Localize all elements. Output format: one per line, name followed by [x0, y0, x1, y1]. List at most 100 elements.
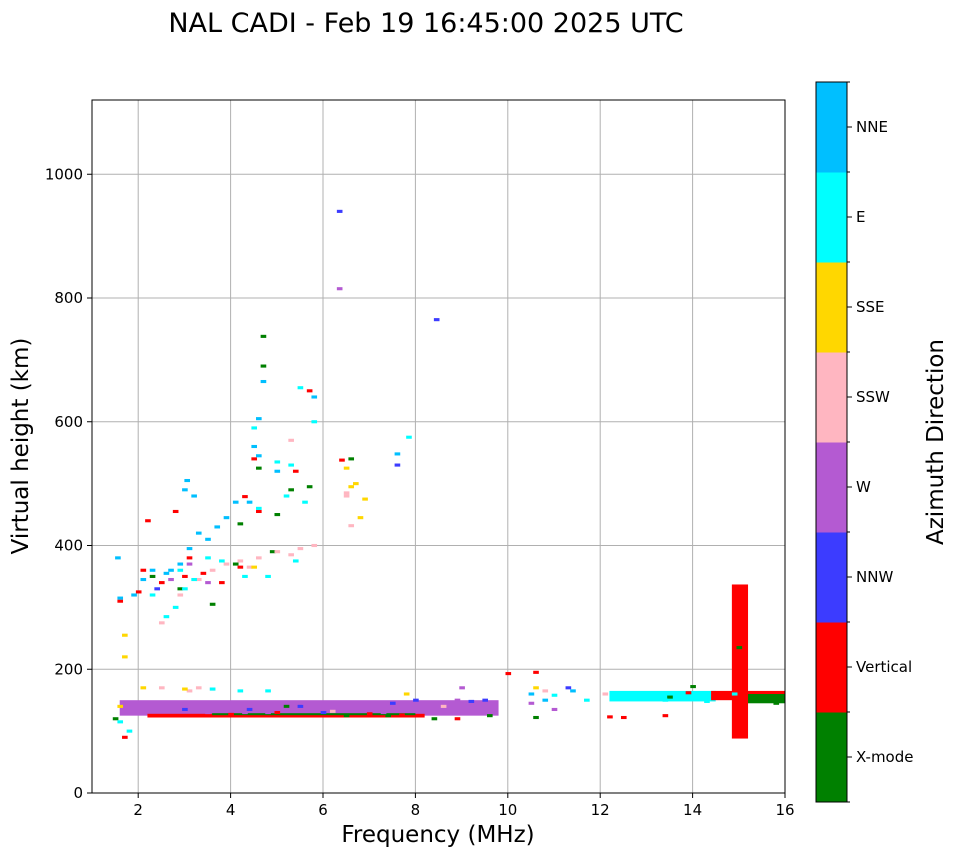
echo-point — [145, 519, 151, 523]
echo-point — [731, 692, 738, 696]
echo-point — [459, 686, 465, 690]
echo-point — [223, 562, 230, 566]
x-tick-label: 4 — [226, 801, 236, 819]
echo-point — [186, 556, 193, 560]
echo-point — [205, 537, 211, 541]
colorbar-tick-label: NNW — [856, 568, 893, 586]
colorbar-swatch — [816, 532, 847, 623]
echo-point — [260, 379, 267, 384]
echo-point — [528, 692, 535, 696]
echo-point — [131, 593, 137, 597]
colorbar-tick-label: E — [856, 208, 865, 226]
echo-point — [468, 699, 475, 703]
echo-point — [297, 386, 304, 390]
colorbar-swatch — [816, 622, 847, 713]
echo-point — [311, 543, 318, 548]
echo-point — [205, 556, 211, 560]
echo-point — [274, 550, 281, 554]
echo-point — [394, 452, 401, 456]
echo-point — [195, 531, 202, 535]
colorbar-swatch — [816, 82, 847, 173]
echo-point — [209, 602, 216, 606]
echo-point — [237, 559, 244, 563]
echo-point — [487, 714, 493, 718]
echo-point — [283, 494, 290, 498]
echo-point — [256, 509, 262, 514]
echo-point — [168, 568, 174, 572]
x-tick-label: 14 — [683, 801, 702, 819]
echo-point — [685, 691, 692, 695]
echo-point — [283, 707, 290, 712]
x-tick-label: 8 — [411, 801, 421, 819]
echo-point — [662, 698, 669, 702]
echo-point — [302, 500, 308, 504]
echo-point — [320, 711, 327, 715]
colorbar-tick-label: SSE — [856, 298, 885, 316]
echo-point — [311, 395, 318, 399]
echo-point — [214, 525, 221, 529]
echo-point — [690, 685, 696, 689]
echo-point — [177, 568, 184, 572]
echo-point — [380, 711, 387, 715]
echo-point — [542, 698, 549, 702]
echo-point — [242, 495, 248, 499]
echo-point — [182, 574, 188, 578]
echo-point — [219, 581, 225, 585]
colorbar-tick-label: W — [856, 478, 871, 496]
echo-point — [195, 686, 202, 690]
echo-point — [182, 587, 188, 591]
echo-point — [348, 524, 355, 528]
echo-point — [184, 478, 191, 483]
echo-point — [260, 334, 267, 338]
echo-point — [209, 687, 216, 691]
echo-point — [251, 426, 258, 430]
echo-point — [533, 670, 539, 674]
echo-point — [399, 713, 405, 717]
echo-point — [385, 714, 391, 718]
echo-point — [662, 714, 669, 718]
echo-point — [140, 577, 147, 582]
echo-point — [343, 491, 350, 495]
echo-point — [413, 698, 419, 702]
echo-point — [565, 686, 572, 690]
echo-point — [288, 438, 294, 442]
y-tick-label: 0 — [73, 784, 83, 802]
colorbar-tick-label: SSW — [856, 388, 890, 406]
echo-point — [343, 466, 350, 470]
chart-title: NAL CADI - Feb 19 16:45:00 2025 UTC — [168, 8, 683, 39]
echo-point — [126, 729, 133, 733]
echo-point — [186, 547, 193, 551]
echo-point — [265, 574, 271, 578]
echo-point — [288, 488, 294, 492]
echo-point — [149, 568, 156, 572]
colorbar-swatch — [816, 262, 847, 353]
plot-frame — [91, 99, 786, 794]
echo-point — [433, 318, 440, 322]
colorbar-swatch — [816, 352, 847, 443]
echo-point — [186, 689, 193, 693]
plot-area — [91, 99, 786, 794]
echo-point — [602, 692, 609, 696]
echo-point — [117, 596, 124, 600]
echo-point — [117, 704, 124, 708]
echo-point — [292, 469, 299, 473]
y-tick-label: 800 — [54, 289, 83, 307]
echo-point — [117, 599, 124, 603]
echo-point — [186, 562, 193, 566]
x-tick-label: 2 — [133, 801, 143, 819]
echo-point — [182, 488, 188, 492]
echo-point — [168, 577, 174, 582]
echo-point — [182, 707, 188, 712]
echo-band — [212, 713, 416, 716]
echo-point — [357, 516, 364, 520]
echo-point — [362, 497, 368, 501]
echo-point — [122, 633, 128, 637]
echo-point — [228, 712, 234, 716]
echo-point — [251, 457, 258, 461]
echo-point — [172, 509, 179, 514]
echo-point — [311, 420, 318, 424]
echo-point — [195, 577, 202, 582]
echo-point — [426, 704, 433, 708]
echo-band — [731, 584, 749, 739]
